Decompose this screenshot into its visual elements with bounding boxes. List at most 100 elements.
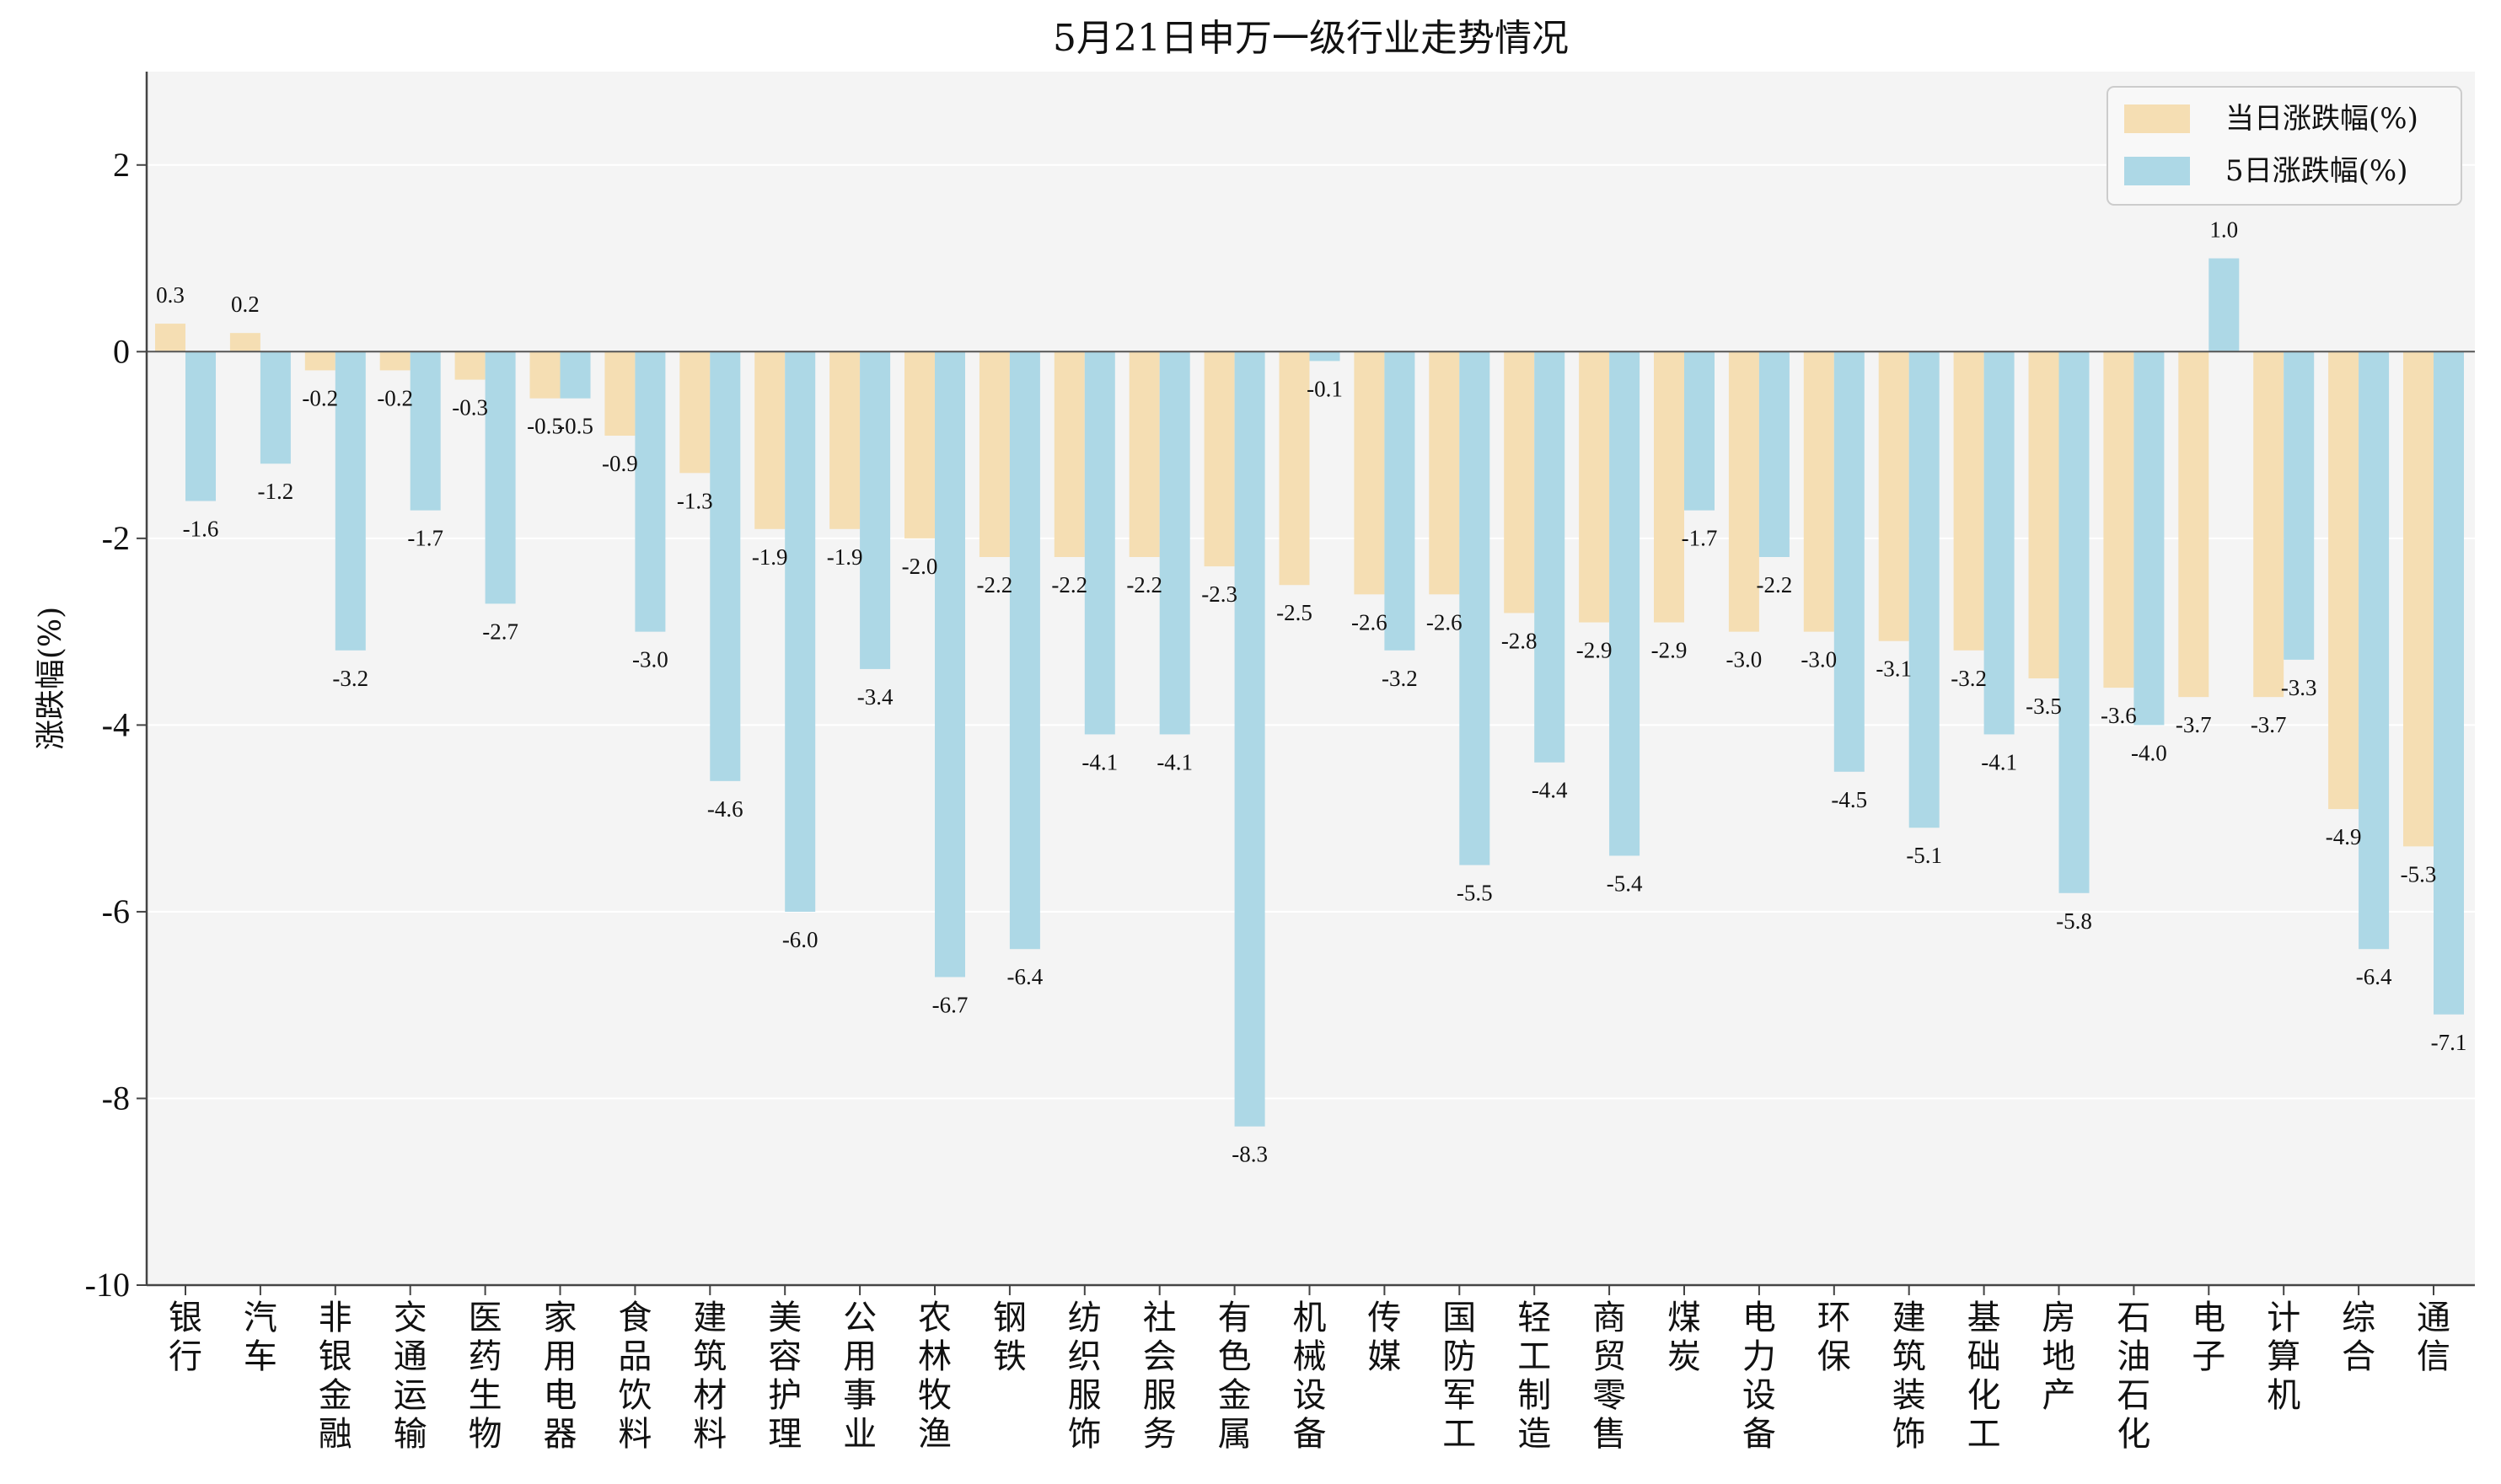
data-label-5day: -4.1 [1981,749,2017,774]
x-category-label: 医药生物 [469,1299,502,1454]
x-category-label: 综合 [2342,1299,2375,1376]
data-label-daily: -2.9 [1576,638,1613,663]
data-label-5day: -4.6 [707,796,743,822]
bar-daily [604,351,636,436]
x-category-label: 石油石化 [2117,1299,2150,1454]
data-label-5day: -5.4 [1607,871,1643,896]
data-label-5day: -4.1 [1081,749,1118,774]
bar-daily [904,351,935,538]
bar-5day [1534,351,1565,763]
data-label-daily: -2.5 [1276,600,1312,625]
x-category-label: 社会服务 [1143,1299,1177,1454]
data-label-5day: -6.4 [1007,964,1044,989]
data-label-daily: -3.7 [2176,712,2212,737]
bar-daily [2103,351,2134,688]
bar-5day [1758,351,1790,557]
x-category-label: 电子 [2192,1299,2225,1376]
data-label-5day: -3.0 [632,647,668,672]
data-label-daily: -1.9 [827,544,863,570]
bar-5day [335,351,366,651]
y-tick-label: -6 [102,892,130,930]
legend-swatch-5day [2124,157,2190,185]
x-category-label: 机械设备 [1293,1299,1327,1454]
x-category-label: 家用电器 [544,1299,577,1454]
data-label-daily: -0.9 [602,451,638,476]
bar-5day [860,351,891,669]
data-label-5day: -2.2 [1757,572,1793,597]
x-category-label: 计算机 [2267,1299,2300,1415]
data-label-5day: -3.2 [332,666,368,691]
bar-5day [1234,351,1265,1127]
bar-5day [485,351,516,604]
data-label-daily: -2.8 [1501,628,1538,653]
data-label-5day: -5.1 [1906,843,1942,868]
x-category-label: 钢铁 [993,1299,1027,1376]
data-label-5day: -3.2 [1382,666,1418,691]
data-label-5day: -1.7 [1682,526,1718,551]
data-label-5day: -4.4 [1532,778,1568,803]
x-category-label: 非银金融 [319,1299,352,1454]
bar-daily [1728,351,1759,632]
y-tick-label: -10 [85,1266,130,1304]
bar-daily [304,351,335,371]
y-axis-title: 涨跌幅(%) [34,607,68,750]
bar-daily [1354,351,1385,595]
x-category-label: 有色金属 [1218,1299,1252,1454]
bar-daily [1504,351,1535,613]
bar-daily [379,351,411,371]
data-label-5day: -6.7 [932,992,969,1017]
bar-5day [2284,351,2315,660]
data-label-daily: -4.9 [2326,824,2362,849]
data-label-daily: -0.3 [452,395,488,421]
data-label-daily: -0.5 [527,414,563,439]
bar-5day [1084,351,1115,735]
bar-5day [710,351,741,781]
bar-daily [1204,351,1235,567]
bar-daily [229,333,260,352]
legend-label-daily: 当日涨跌幅(%) [2225,102,2418,136]
data-label-daily: -0.2 [377,385,413,410]
data-label-daily: -3.5 [2026,694,2062,719]
x-category-label: 房地产 [2042,1299,2076,1415]
bar-5day [1009,351,1040,950]
data-label-daily: 0.3 [156,282,185,308]
data-label-daily: -0.2 [302,385,338,410]
data-label-5day: -5.8 [2056,908,2092,934]
x-category-label: 电力设备 [1742,1299,1776,1454]
bar-5day [1159,351,1190,735]
data-label-5day: -1.2 [258,479,294,504]
data-label-daily: -3.2 [1951,666,1987,691]
data-label-daily: -5.3 [2401,861,2437,887]
bar-5day [635,351,666,632]
bar-daily [979,351,1010,557]
data-label-daily: -2.6 [1351,609,1387,635]
bar-daily [1054,351,1085,557]
data-label-daily: -3.0 [1726,647,1763,672]
data-label-daily: -3.0 [1801,647,1837,672]
x-category-label: 轻工制造 [1517,1299,1551,1454]
x-category-label: 汽车 [244,1299,277,1376]
data-label-5day: 1.0 [2209,217,2238,243]
data-label-5day: -6.4 [2356,964,2392,989]
bar-5day [1684,351,1715,511]
bar-5day [185,351,216,501]
y-tick-label: 2 [113,146,130,184]
data-label-5day: -3.3 [2281,675,2317,700]
data-label-5day: -4.5 [1831,787,1867,812]
legend: 当日涨跌幅(%) 5日涨跌幅(%) [2107,86,2462,206]
bar-5day [2434,351,2464,1015]
legend-label-5day: 5日涨跌幅(%) [2225,154,2407,188]
bar-daily [829,351,861,529]
bar-daily [454,351,486,380]
bar-5day [1833,351,1865,772]
bar-daily [1129,351,1160,557]
bar-daily [529,351,561,399]
bar-daily [1429,351,1460,595]
bar-daily [155,324,185,352]
data-label-5day: -1.6 [183,517,219,542]
bar-5day [410,351,441,511]
data-label-daily: 0.2 [231,292,260,317]
data-label-daily: -2.0 [902,554,938,579]
bar-daily [2253,351,2284,698]
